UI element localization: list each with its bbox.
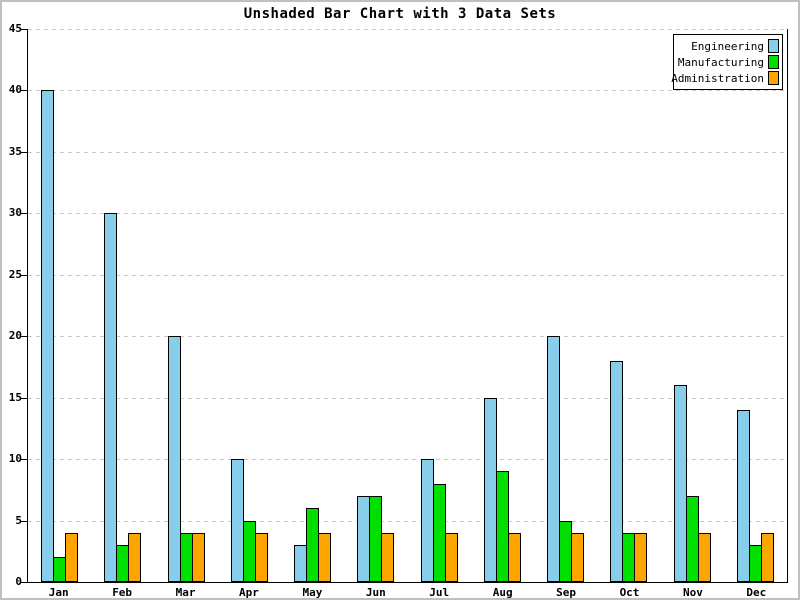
chart-title: Unshaded Bar Chart with 3 Data Sets xyxy=(243,6,557,22)
bar-administration-nov xyxy=(697,532,711,582)
x-tick-label-mar: Mar xyxy=(175,586,196,599)
bar-group-oct xyxy=(597,29,660,582)
bar-group-jun xyxy=(344,29,407,582)
y-tick-label-25: 25 xyxy=(8,267,22,281)
gridline-25 xyxy=(28,274,787,276)
legend-label-administration: Administration xyxy=(671,71,764,85)
bar-administration-dec xyxy=(760,532,774,582)
x-tick-label-apr: Apr xyxy=(239,586,259,599)
legend: Engineering Manufacturing Administration xyxy=(671,34,783,90)
bar-administration-jul xyxy=(444,532,458,582)
legend-swatch-engineering xyxy=(768,39,779,53)
y-tick-15 xyxy=(21,397,27,399)
bar-engineering-oct xyxy=(610,360,624,582)
y-tick-label-40: 40 xyxy=(8,83,22,97)
gridline-20 xyxy=(28,336,787,338)
legend-item-manufacturing: Manufacturing xyxy=(677,54,779,70)
y-tick-5 xyxy=(21,520,27,522)
x-tick-label-feb: Feb xyxy=(112,586,133,599)
bar-group-nov xyxy=(661,29,724,582)
bar-manufacturing-aug xyxy=(495,471,509,582)
bar-administration-oct xyxy=(634,532,648,582)
x-tick-label-sep: Sep xyxy=(556,586,577,599)
bar-group-apr xyxy=(218,29,281,582)
gridline-30 xyxy=(28,213,787,215)
plot-area xyxy=(27,29,788,583)
x-tick-label-oct: Oct xyxy=(619,586,640,599)
y-tick-label-0: 0 xyxy=(15,575,22,588)
legend-swatch-administration xyxy=(768,71,779,85)
y-tick-label-5: 5 xyxy=(15,513,22,527)
y-tick-10 xyxy=(21,459,27,461)
gridline-40 xyxy=(28,90,787,92)
y-tick-25 xyxy=(21,274,27,276)
x-axis-labels: Jan Feb Mar Apr May Jun Jul Aug Sep Oct Nov Dec xyxy=(27,586,788,599)
bar-engineering-sep xyxy=(547,336,561,582)
y-tick-label-35: 35 xyxy=(8,144,22,158)
legend-label-manufacturing: Manufacturing xyxy=(677,55,764,69)
gridline-45 xyxy=(28,29,787,30)
bar-administration-may xyxy=(318,532,332,582)
x-tick-label-jun: Jun xyxy=(365,586,386,599)
x-tick-label-nov: Nov xyxy=(682,586,703,599)
x-tick-label-dec: Dec xyxy=(746,586,767,599)
y-tick-label-20: 20 xyxy=(8,329,22,343)
bar-group-feb xyxy=(91,29,154,582)
bar-group-jan xyxy=(28,29,91,582)
legend-item-administration: Administration xyxy=(671,70,779,86)
bars-row xyxy=(28,29,787,582)
bar-group-mar xyxy=(155,29,218,582)
bar-administration-jan xyxy=(65,532,79,582)
x-tick-label-jul: Jul xyxy=(429,586,450,599)
gridline-15 xyxy=(28,397,787,399)
bar-administration-apr xyxy=(254,532,268,582)
x-tick-label-jan: Jan xyxy=(48,586,69,599)
bar-administration-jun xyxy=(381,532,395,582)
legend-swatch-manufacturing xyxy=(768,55,779,69)
gridline-5 xyxy=(28,520,787,522)
bar-engineering-nov xyxy=(673,385,687,582)
bar-group-sep xyxy=(534,29,597,582)
x-tick-label-aug: Aug xyxy=(492,586,513,599)
y-tick-label-30: 30 xyxy=(8,206,22,220)
y-tick-30 xyxy=(21,213,27,215)
bar-administration-sep xyxy=(571,532,585,582)
x-tick-label-may: May xyxy=(302,586,323,599)
y-tick-40 xyxy=(21,90,27,92)
gridline-10 xyxy=(28,459,787,461)
y-tick-label-15: 15 xyxy=(8,390,22,404)
y-tick-20 xyxy=(21,336,27,338)
bar-engineering-jan xyxy=(41,90,55,582)
bar-engineering-dec xyxy=(736,409,750,582)
bar-group-may xyxy=(281,29,344,582)
y-tick-45 xyxy=(21,29,27,30)
y-tick-label-45: 45 xyxy=(8,22,22,35)
bar-administration-mar xyxy=(191,532,205,582)
bar-manufacturing-jul xyxy=(432,483,446,582)
bar-group-jul xyxy=(408,29,471,582)
bar-group-aug xyxy=(471,29,534,582)
bar-administration-aug xyxy=(507,532,521,582)
y-tick-label-10: 10 xyxy=(8,452,22,466)
bar-group-dec xyxy=(724,29,787,582)
bar-administration-feb xyxy=(128,532,142,582)
bar-engineering-mar xyxy=(167,336,181,582)
y-axis: 0 5 10 15 20 25 30 35 40 45 xyxy=(2,23,27,588)
y-tick-35 xyxy=(21,151,27,153)
y-tick-0 xyxy=(21,582,27,583)
gridline-35 xyxy=(28,151,787,153)
legend-label-engineering: Engineering xyxy=(691,39,764,53)
legend-item-engineering: Engineering xyxy=(677,38,779,54)
bar-engineering-feb xyxy=(104,213,118,582)
